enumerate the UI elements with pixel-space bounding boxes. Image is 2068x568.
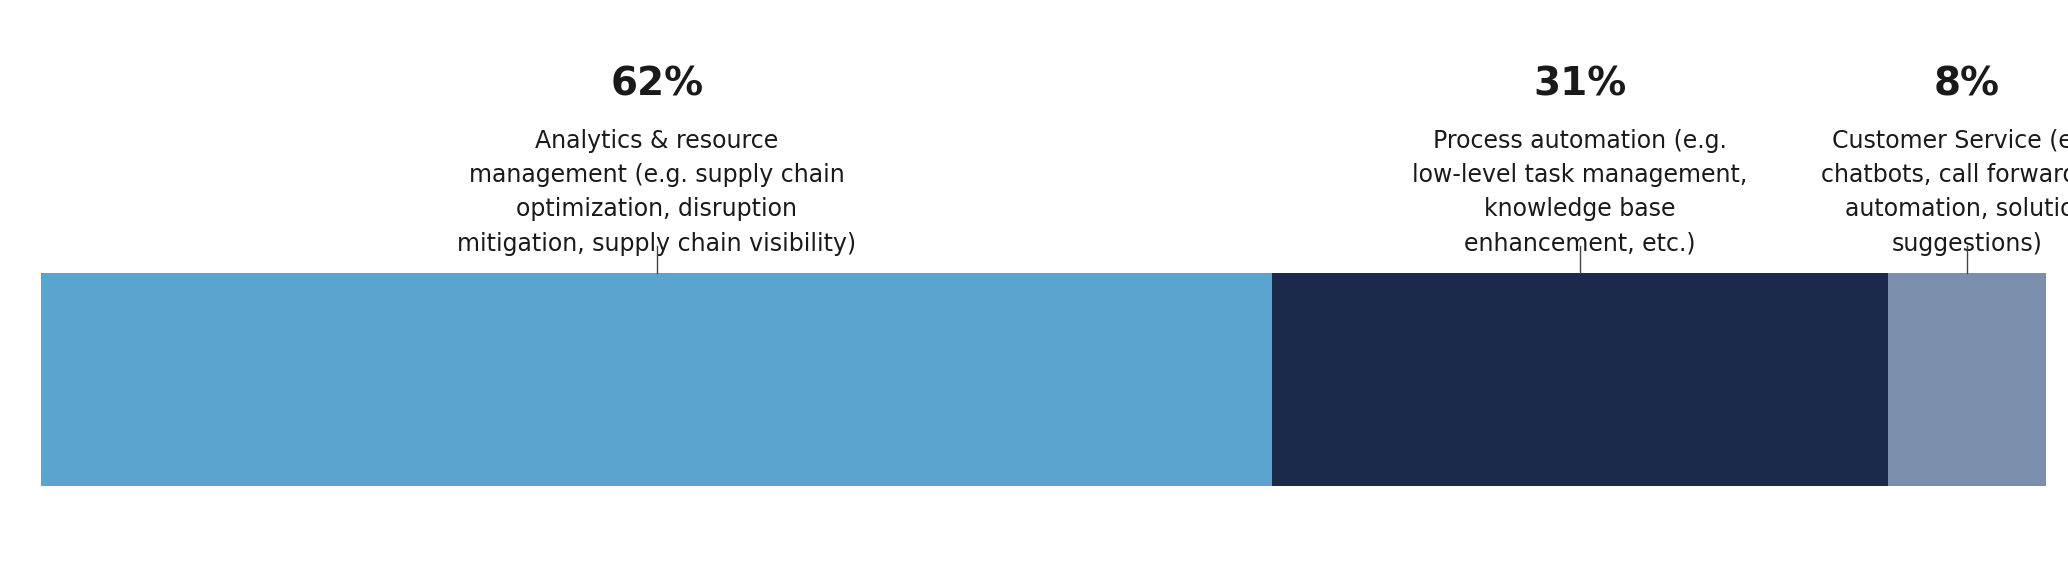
Text: Process automation (e.g.
low-level task management,
knowledge base
enhancement, : Process automation (e.g. low-level task … <box>1412 128 1747 256</box>
Text: 8%: 8% <box>1934 66 2000 104</box>
Text: 31%: 31% <box>1532 66 1628 104</box>
Text: 62%: 62% <box>610 66 703 104</box>
Text: Customer Service (e.g.
chatbots, call forwarding
automation, solution
suggestion: Customer Service (e.g. chatbots, call fo… <box>1820 128 2068 256</box>
Text: Analytics & resource
management (e.g. supply chain
optimization, disruption
miti: Analytics & resource management (e.g. su… <box>457 128 856 256</box>
FancyBboxPatch shape <box>41 273 1272 486</box>
FancyBboxPatch shape <box>1272 273 1888 486</box>
FancyBboxPatch shape <box>1888 273 2047 486</box>
